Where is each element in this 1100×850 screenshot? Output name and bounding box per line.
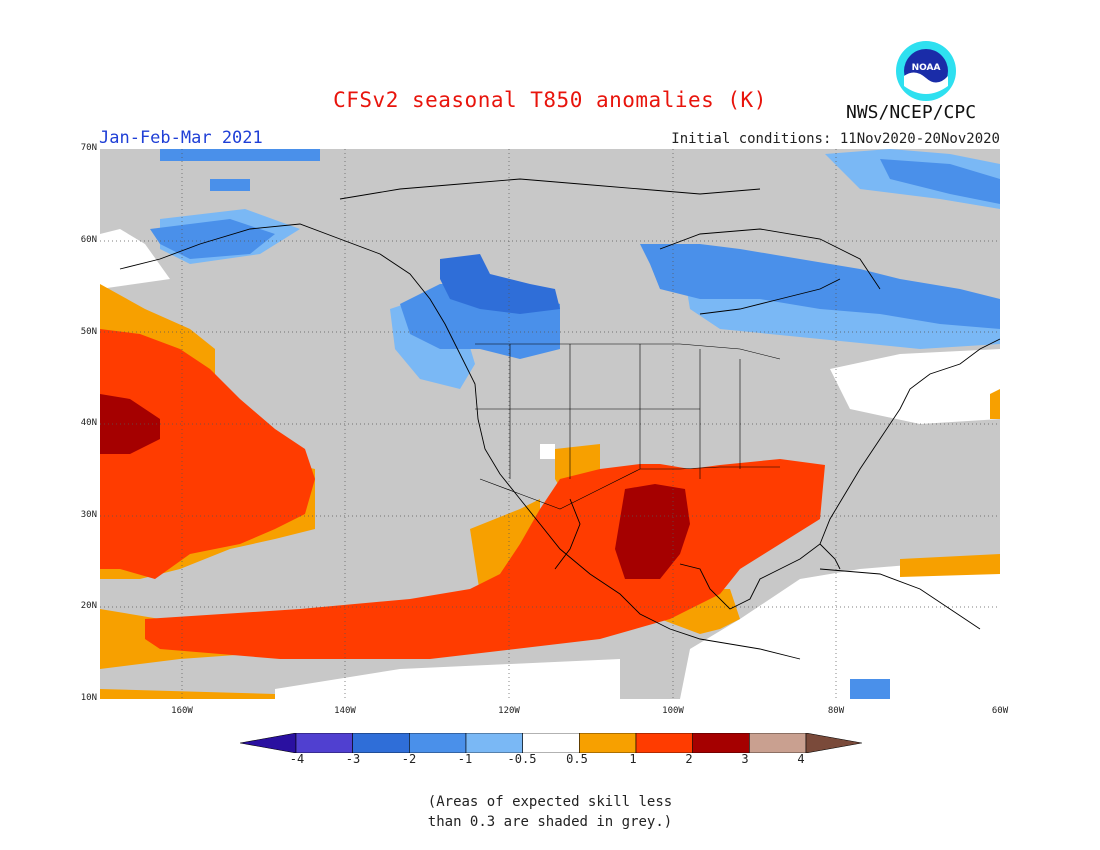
lon-label: 160W	[171, 706, 193, 716]
political-borders	[475, 343, 781, 510]
lat-label: 60N	[80, 235, 97, 245]
colorbar-label: -4	[289, 752, 305, 766]
lat-label: 30N	[80, 510, 97, 520]
colorbar-label: -3	[345, 752, 361, 766]
colorbar-label: -2	[401, 752, 417, 766]
initial-conditions: Initial conditions: 11Nov2020-20Nov2020	[671, 131, 1000, 147]
colorbar-segment	[749, 733, 807, 753]
colorbar	[240, 733, 862, 753]
colorbar-label: -1	[457, 752, 473, 766]
lon-label: 120W	[498, 706, 520, 716]
lat-label: 50N	[80, 327, 97, 337]
colorbar-label: 4	[797, 752, 805, 766]
lon-label: 140W	[334, 706, 356, 716]
colorbar-segment	[522, 733, 580, 753]
footnote: (Areas of expected skill less than 0.3 a…	[0, 792, 1100, 832]
lon-label: 80W	[827, 706, 845, 716]
agency-label: NWS/NCEP/CPC	[846, 102, 977, 123]
lat-label: 70N	[80, 143, 97, 153]
colorbar-label: 1	[629, 752, 637, 766]
logo-text: NOAA	[912, 63, 941, 73]
chart-title: CFSv2 seasonal T850 anomalies (K)	[333, 88, 767, 112]
colorbar-segment	[295, 733, 353, 753]
lon-label: 100W	[662, 706, 684, 716]
cool-anomaly-strong	[440, 254, 560, 314]
colorbar-segment	[352, 733, 410, 753]
colorbar-label: 0.5	[566, 752, 588, 766]
colorbar-label: 2	[685, 752, 693, 766]
colorbar-high-end	[805, 733, 862, 753]
colorbar-segment	[465, 733, 523, 753]
colorbar-low-end	[240, 733, 297, 753]
near-normal-white-areas	[100, 229, 1000, 699]
lat-label: 10N	[80, 693, 97, 703]
coastlines	[119, 178, 1000, 660]
colorbar-segment	[692, 733, 750, 753]
colorbar-label: 3	[741, 752, 749, 766]
colorbar-segment	[409, 733, 467, 753]
colorbar-segment	[579, 733, 637, 753]
lat-label: 20N	[80, 601, 97, 611]
footnote-line-2: than 0.3 are shaded in grey.)	[427, 814, 673, 830]
warm-anomaly-strong	[100, 394, 690, 579]
footnote-line-1: (Areas of expected skill less	[427, 794, 673, 810]
noaa-logo: NOAA	[896, 41, 956, 101]
lon-label: 60W	[991, 706, 1009, 716]
forecast-period: Jan-Feb-Mar 2021	[99, 128, 263, 148]
lat-label: 40N	[80, 418, 97, 428]
anomaly-map	[100, 149, 1000, 699]
colorbar-segment	[635, 733, 693, 753]
colorbar-label: -0.5	[507, 752, 537, 766]
